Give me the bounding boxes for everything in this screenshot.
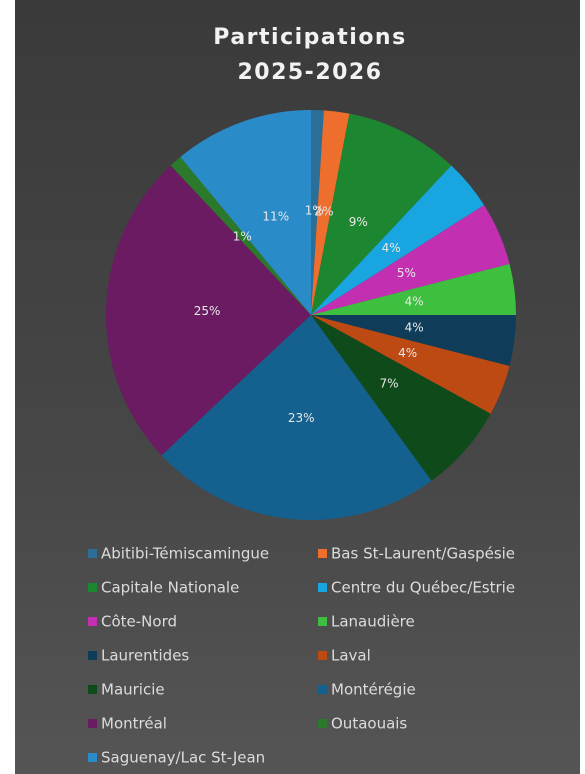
data-label: 4% <box>382 241 401 255</box>
chart-title: 2025-2026 <box>237 60 382 85</box>
pie-slice <box>311 110 324 315</box>
pie-slice <box>311 315 516 366</box>
pie-slice <box>311 113 452 316</box>
legend-swatch <box>318 651 327 660</box>
data-label: 1% <box>305 204 324 218</box>
legend-swatch <box>318 617 327 626</box>
legend-label: Centre du Québec/Estrie <box>331 579 515 597</box>
data-label: 4% <box>405 321 424 335</box>
data-label: 11% <box>262 210 289 224</box>
data-label: 9% <box>349 215 368 229</box>
legend-label: Mauricie <box>101 681 165 699</box>
legend-swatch <box>88 651 97 660</box>
legend-swatch <box>88 583 97 592</box>
pie-slice <box>311 110 350 316</box>
legend-swatch <box>88 685 97 694</box>
pie-slice <box>161 315 432 520</box>
legend-swatch <box>88 719 97 728</box>
legend-label: Côte-Nord <box>101 613 177 631</box>
legend-label: Outaouais <box>331 715 407 733</box>
legend-label: Lanaudière <box>331 613 415 631</box>
legend-swatch <box>88 753 97 762</box>
legend-swatch <box>88 617 97 626</box>
data-label: 5% <box>397 266 416 280</box>
legend-label: Abitibi-Témiscamingue <box>101 545 269 563</box>
legend-label: Bas St-Laurent/Gaspésie <box>331 545 515 563</box>
pie-slice <box>311 264 516 315</box>
data-label: 4% <box>405 294 424 308</box>
pie-slice <box>311 315 491 481</box>
data-label: 1% <box>233 229 252 243</box>
data-label: 7% <box>379 376 398 390</box>
legend-label: Laurentides <box>101 647 189 665</box>
legend-label: Laval <box>331 647 371 665</box>
legend-swatch <box>318 719 327 728</box>
legend-swatch <box>318 685 327 694</box>
legend-swatch <box>88 549 97 558</box>
pie-slice <box>311 315 510 414</box>
data-label: 23% <box>288 411 315 425</box>
pie-slice <box>311 165 485 315</box>
pie-slice <box>311 205 510 315</box>
legend-label: Saguenay/Lac St-Jean <box>101 749 265 767</box>
data-label: 4% <box>398 346 417 360</box>
legend-swatch <box>318 549 327 558</box>
pie-slice <box>170 157 311 315</box>
pie-slice <box>105 165 311 456</box>
data-label: 2% <box>315 204 334 218</box>
pie-slice <box>180 110 311 315</box>
chart-title: Participations <box>213 25 406 50</box>
data-label: 25% <box>194 304 221 318</box>
legend-swatch <box>318 583 327 592</box>
legend-label: Capitale Nationale <box>101 579 239 597</box>
legend-label: Montréal <box>101 715 167 733</box>
legend-label: Montérégie <box>331 681 416 699</box>
